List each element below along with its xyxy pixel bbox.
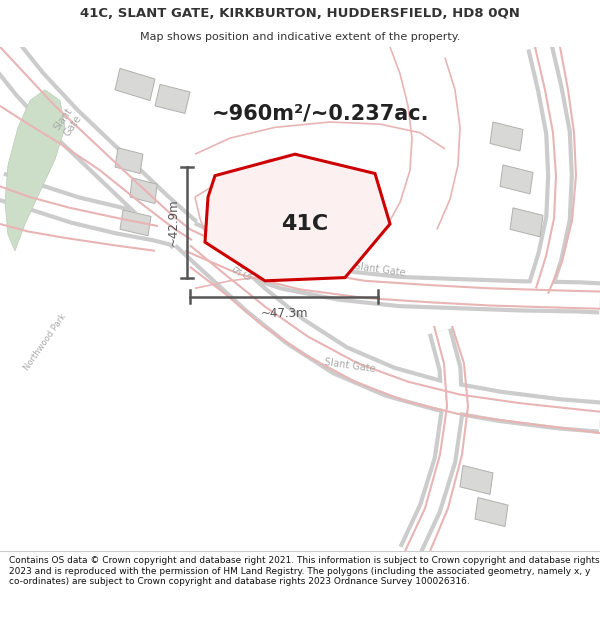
Polygon shape [155, 84, 190, 113]
Polygon shape [275, 240, 303, 268]
Polygon shape [5, 90, 65, 251]
Text: Contains OS data © Crown copyright and database right 2021. This information is : Contains OS data © Crown copyright and d… [9, 556, 599, 586]
Polygon shape [475, 498, 508, 527]
Polygon shape [460, 466, 493, 494]
Polygon shape [115, 68, 155, 101]
Polygon shape [500, 165, 533, 194]
Text: Slant
Gate: Slant Gate [232, 251, 264, 283]
Polygon shape [510, 208, 543, 237]
Text: Slant Gate: Slant Gate [324, 357, 376, 374]
Polygon shape [115, 148, 143, 174]
Polygon shape [205, 154, 390, 281]
Text: ~47.3m: ~47.3m [260, 306, 308, 319]
Text: 41C, SLANT GATE, KIRKBURTON, HUDDERSFIELD, HD8 0QN: 41C, SLANT GATE, KIRKBURTON, HUDDERSFIEL… [80, 7, 520, 19]
Text: ~42.9m: ~42.9m [167, 199, 179, 246]
Polygon shape [120, 210, 151, 236]
Polygon shape [490, 122, 523, 151]
Polygon shape [130, 177, 157, 204]
Text: Slant Gate: Slant Gate [354, 261, 406, 279]
Text: ~960m²/~0.237ac.: ~960m²/~0.237ac. [211, 103, 429, 123]
Text: 41C: 41C [281, 214, 329, 234]
Text: Map shows position and indicative extent of the property.: Map shows position and indicative extent… [140, 31, 460, 41]
Text: Northwood Park: Northwood Park [22, 312, 68, 372]
Text: Slant
Gate: Slant Gate [52, 106, 84, 138]
Polygon shape [275, 202, 303, 231]
